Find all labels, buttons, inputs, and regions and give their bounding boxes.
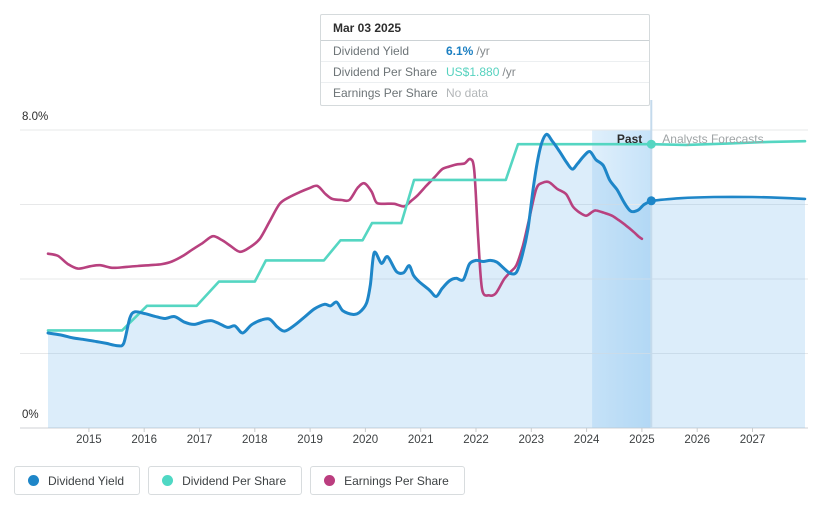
- x-tick-label: 2016: [131, 434, 157, 446]
- tooltip-row-dividend-yield: Dividend Yield 6.1% /yr: [321, 41, 649, 62]
- x-tick-label: 2021: [408, 434, 434, 446]
- dividend-yield-line: [46, 132, 653, 348]
- y-axis-label: 8.0%: [22, 111, 49, 123]
- x-tick-label: 2024: [574, 434, 600, 446]
- tooltip-row-dividend-per-share: Dividend Per Share US$1.880 /yr: [321, 62, 649, 83]
- x-tick-label: 2023: [519, 434, 545, 446]
- legend-item-dividend-per-share[interactable]: Dividend Per Share: [148, 466, 303, 495]
- legend-label: Dividend Per Share: [182, 473, 287, 488]
- x-tick-label: 2018: [242, 434, 268, 446]
- tooltip-date: Mar 03 2025: [321, 15, 649, 41]
- x-tick-label: 2020: [353, 434, 379, 446]
- tooltip-label: Earnings Per Share: [333, 86, 438, 100]
- x-tick-label: 2027: [740, 434, 766, 446]
- x-tick-label: 2022: [463, 434, 489, 446]
- past-zone-label: Past: [616, 132, 643, 146]
- legend-label: Dividend Yield: [48, 473, 125, 488]
- x-tick-label: 2026: [684, 434, 710, 446]
- chart-tooltip: Mar 03 2025 Dividend Yield 6.1% /yr Divi…: [320, 14, 650, 106]
- tooltip-label: Dividend Yield: [333, 44, 410, 58]
- legend-dot-0: [28, 475, 39, 486]
- dividend-yield-area: [48, 134, 805, 428]
- y-axis-label: 0%: [22, 409, 39, 421]
- chart-legend: Dividend Yield Dividend Per Share Earnin…: [14, 466, 465, 495]
- x-tick-label: 2017: [187, 434, 213, 446]
- tooltip-value-2: No data: [446, 86, 489, 100]
- tooltip-value-0: 6.1%: [446, 44, 474, 58]
- dividend-per-share-marker: [646, 139, 656, 149]
- tooltip-suffix: /yr: [476, 44, 490, 58]
- legend-label: Earnings Per Share: [344, 473, 449, 488]
- legend-dot-2: [324, 475, 336, 486]
- legend-dot-1: [162, 475, 174, 486]
- tooltip-suffix: /yr: [502, 65, 516, 79]
- legend-item-dividend-yield[interactable]: Dividend Yield: [14, 466, 141, 495]
- x-tick-label: 2019: [297, 434, 323, 446]
- tooltip-row-earnings-per-share: Earnings Per Share No data: [321, 83, 649, 103]
- dividend-per-share-forecast-line: [650, 139, 807, 147]
- dividend-yield-marker: [646, 196, 656, 206]
- x-tick-label: 2015: [76, 434, 102, 446]
- legend-item-earnings-per-share[interactable]: Earnings Per Share: [310, 466, 465, 495]
- tooltip-value-1: US$1.880: [446, 65, 500, 79]
- x-tick-label: 2025: [629, 434, 655, 446]
- dividend-per-share-line: [46, 142, 653, 332]
- earnings-per-share-line: [46, 157, 644, 297]
- analysts-forecasts-zone-label: Analysts Forecasts: [662, 132, 764, 146]
- tooltip-label: Dividend Per Share: [333, 65, 438, 79]
- dividend-yield-forecast-line: [650, 195, 807, 203]
